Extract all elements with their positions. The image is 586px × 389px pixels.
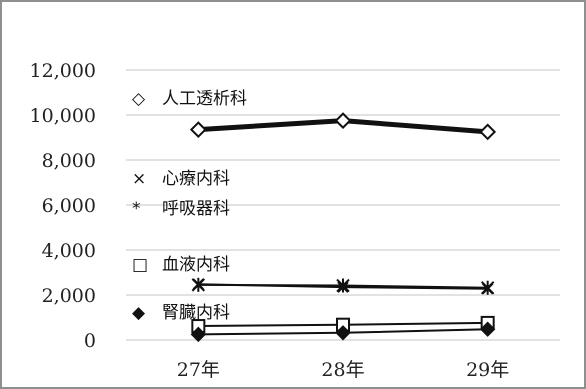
y-tick-label: 2,000 (42, 285, 96, 307)
legend-symbol: □ (132, 255, 148, 275)
legend-label: 腎臓内科 (162, 303, 230, 323)
legend-label: 心療内科 (162, 169, 230, 189)
legend-symbol: * (132, 199, 141, 219)
y-tick-label: 0 (84, 330, 96, 352)
y-tick-label: 12,000 (30, 60, 96, 82)
y-tick-label: 8,000 (42, 150, 96, 172)
legend-symbol: × (132, 169, 146, 189)
x-tick-label: 29年 (466, 359, 509, 381)
x-tick-label: 27年 (177, 359, 220, 381)
legend-label: 血液内科 (162, 255, 230, 275)
x-tick-label: 28年 (321, 359, 364, 381)
y-tick-label: 10,000 (30, 105, 96, 127)
y-tick-label: 4,000 (42, 240, 96, 262)
legend-label: 呼吸器科 (162, 199, 230, 219)
legend-label: 人工透析科 (162, 89, 247, 109)
legend-symbol: ◇ (132, 89, 146, 109)
legend-symbol: ◆ (132, 303, 146, 323)
y-tick-label: 6,000 (42, 195, 96, 217)
